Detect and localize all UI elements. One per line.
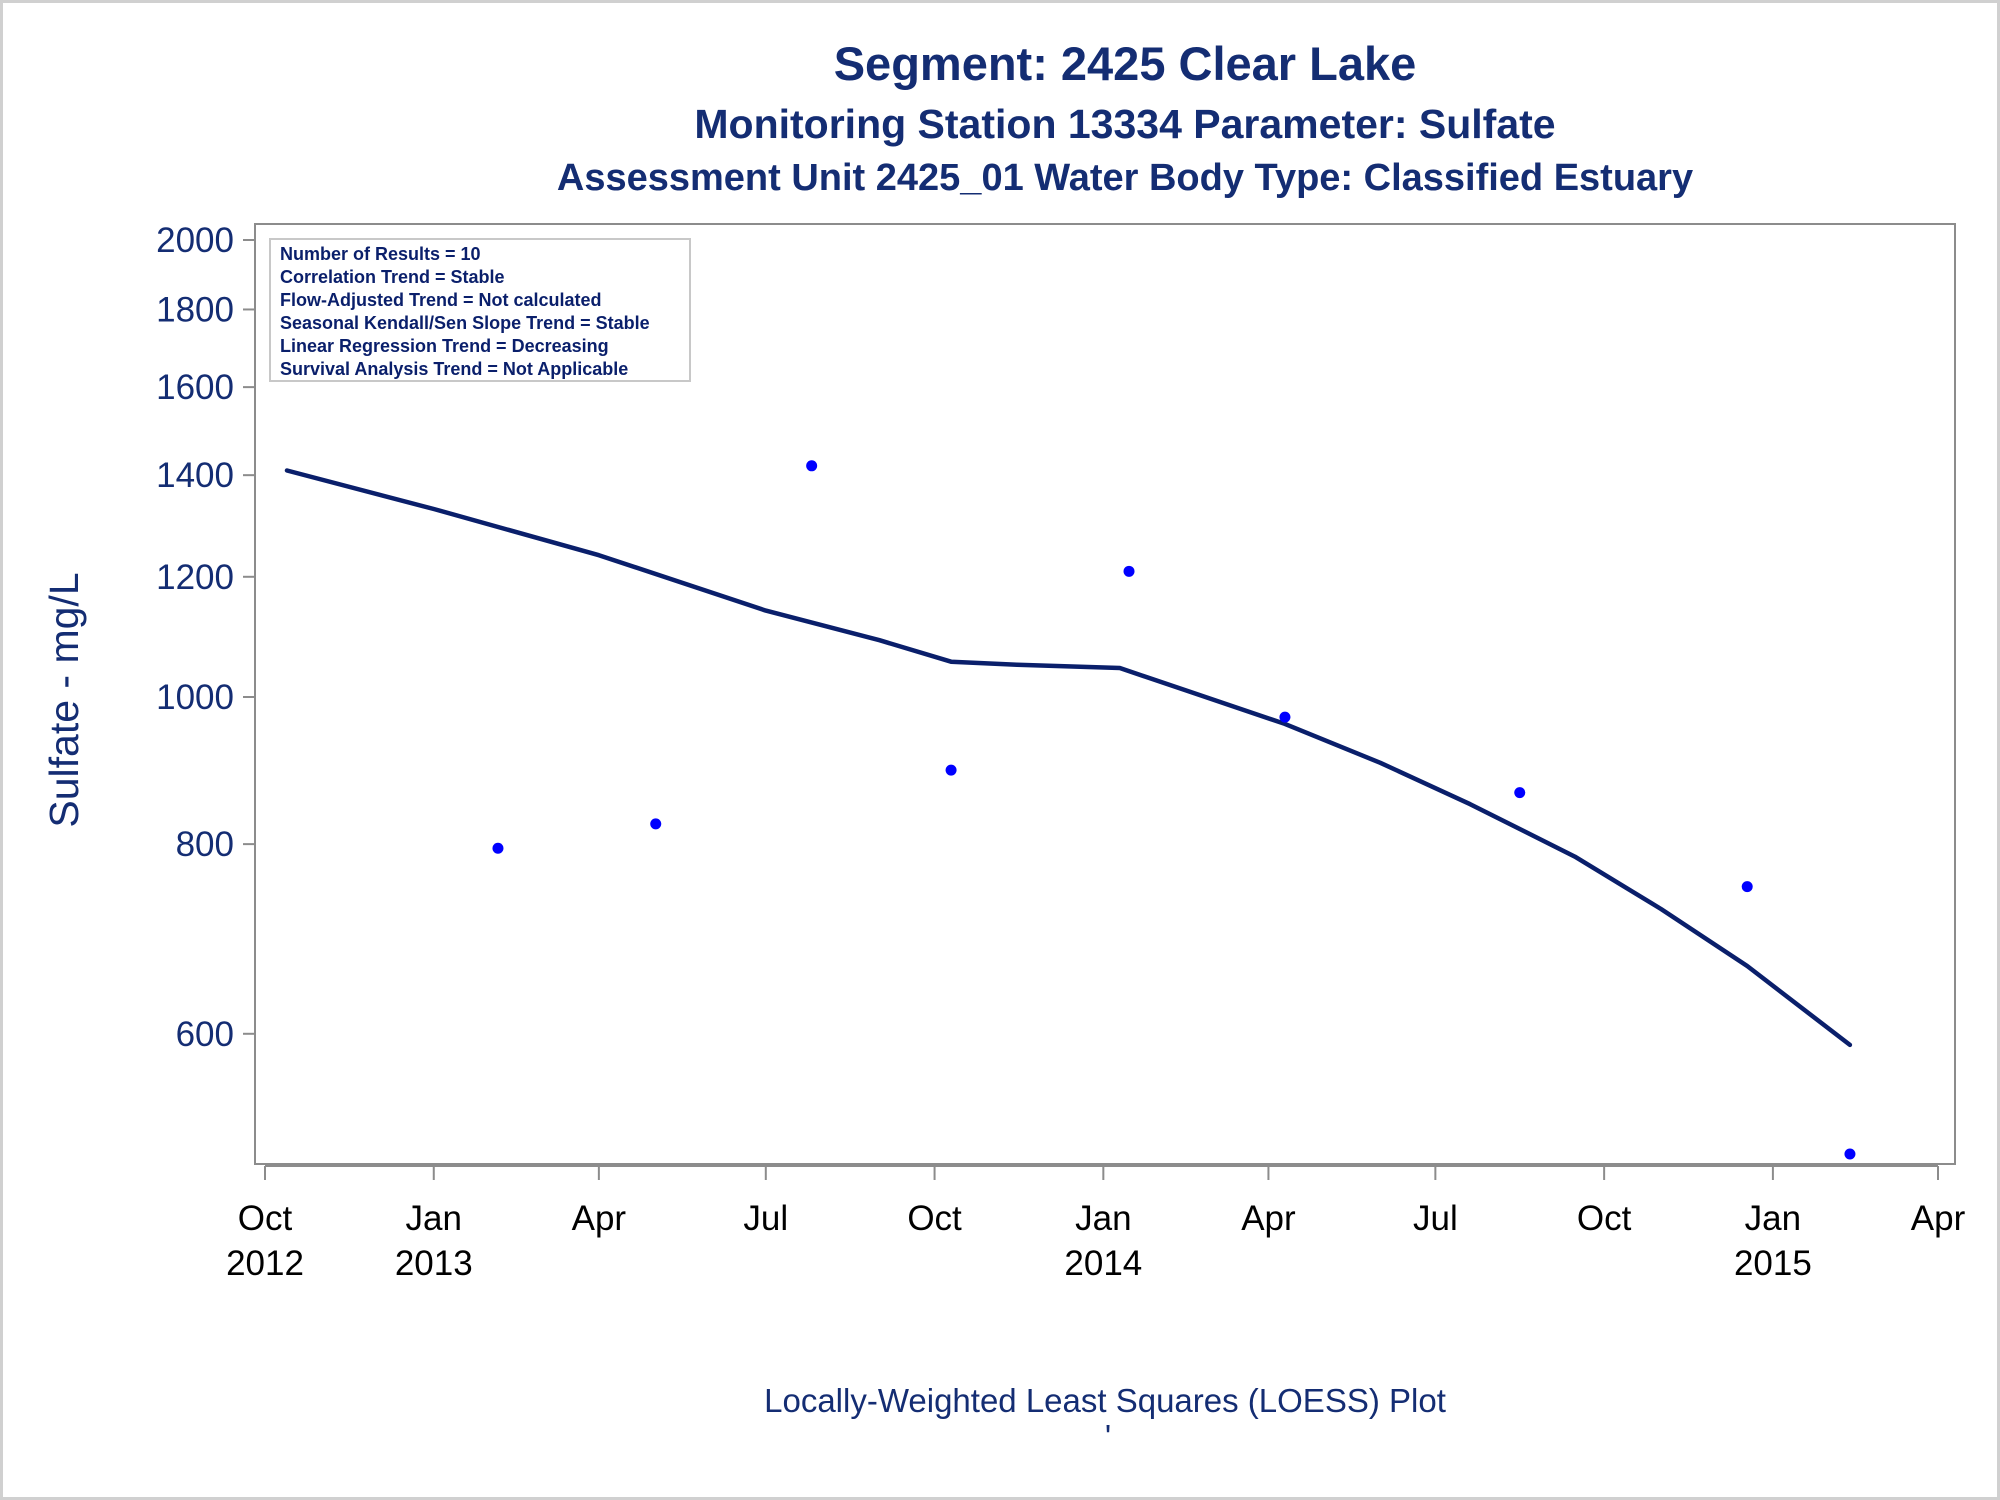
- x-tick-label-month: Oct: [1577, 1199, 1632, 1238]
- plot-area: [254, 223, 1956, 1165]
- stat-correlation-trend: Correlation Trend = Stable: [280, 267, 505, 287]
- data-point: [945, 764, 957, 776]
- data-point: [650, 818, 662, 830]
- x-tick-label-month: Jan: [1075, 1199, 1131, 1238]
- y-tick-label: 1600: [156, 368, 234, 407]
- x-axis: Oct 2012 Jan 2013 Apr Jul Oct Jan 2014 Apr Jul Oct J…: [226, 1165, 1966, 1283]
- stat-survival-analysis-trend: Survival Analysis Trend = Not Applicable: [280, 359, 628, 379]
- y-tick-label: 1200: [156, 558, 234, 597]
- x-tick-label-month: Oct: [238, 1199, 293, 1238]
- data-point: [492, 842, 504, 854]
- x-tick-label-month: Oct: [907, 1199, 962, 1238]
- y-tick-label: 1800: [156, 290, 234, 329]
- y-tick-label: 600: [176, 1015, 234, 1054]
- y-tick-label: 1400: [156, 456, 234, 495]
- loess-line-series: [284, 468, 1853, 1048]
- y-tick-label: 800: [176, 825, 234, 864]
- x-tick-label-month: Jul: [1413, 1199, 1458, 1238]
- chart-subtitle-station: Monitoring Station 13334 Parameter: Sulf…: [694, 101, 1555, 147]
- x-tick-label-year: 2012: [226, 1244, 304, 1283]
- x-tick-label-month: Jan: [406, 1199, 462, 1238]
- x-tick-label-month: Jan: [1745, 1199, 1801, 1238]
- trend-statistics-box-border: [269, 238, 691, 382]
- stat-linear-regression-trend: Linear Regression Trend = Decreasing: [280, 336, 609, 356]
- x-tick-label-month: Jul: [743, 1199, 788, 1238]
- x-tick-label-month: Apr: [572, 1199, 627, 1238]
- stat-number-of-results: Number of Results = 10: [280, 244, 481, 264]
- x-tick-label-year: 2013: [395, 1244, 473, 1283]
- data-point: [1123, 565, 1135, 577]
- chart-title: Segment: 2425 Clear Lake: [834, 37, 1417, 90]
- chart-subtitle-assessment: Assessment Unit 2425_01 Water Body Type:…: [557, 157, 1693, 199]
- data-point: [1844, 1148, 1856, 1160]
- x-tick-label-year: 2014: [1064, 1244, 1142, 1283]
- y-tick-label: 2000: [156, 221, 234, 260]
- data-point: [1514, 787, 1526, 799]
- footnote-loess: Locally-Weighted Least Squares (LOESS) P…: [764, 1382, 1446, 1419]
- y-tick-label: 1000: [156, 678, 234, 717]
- data-point: [1741, 881, 1753, 893]
- y-axis: 600 800 1000 1200 1400 1600 1800 2000: [156, 221, 255, 1054]
- data-point: [806, 460, 818, 472]
- footnote-mark: ': [1105, 1418, 1111, 1455]
- y-axis-label: Sulfate - mg/L: [41, 572, 87, 827]
- trend-statistics-box: Number of Results = 10 Correlation Trend…: [269, 238, 691, 382]
- stat-seasonal-kendall-trend: Seasonal Kendall/Sen Slope Trend = Stabl…: [280, 313, 650, 333]
- data-point: [1279, 711, 1291, 723]
- loess-line: [284, 468, 1853, 1048]
- x-tick-label-month: Apr: [1911, 1199, 1966, 1238]
- x-tick-label-year: 2015: [1734, 1244, 1812, 1283]
- stat-flow-adjusted-trend: Flow-Adjusted Trend = Not calculated: [280, 290, 602, 310]
- x-tick-label-month: Apr: [1241, 1199, 1296, 1238]
- scatter-series: [281, 251, 1856, 1160]
